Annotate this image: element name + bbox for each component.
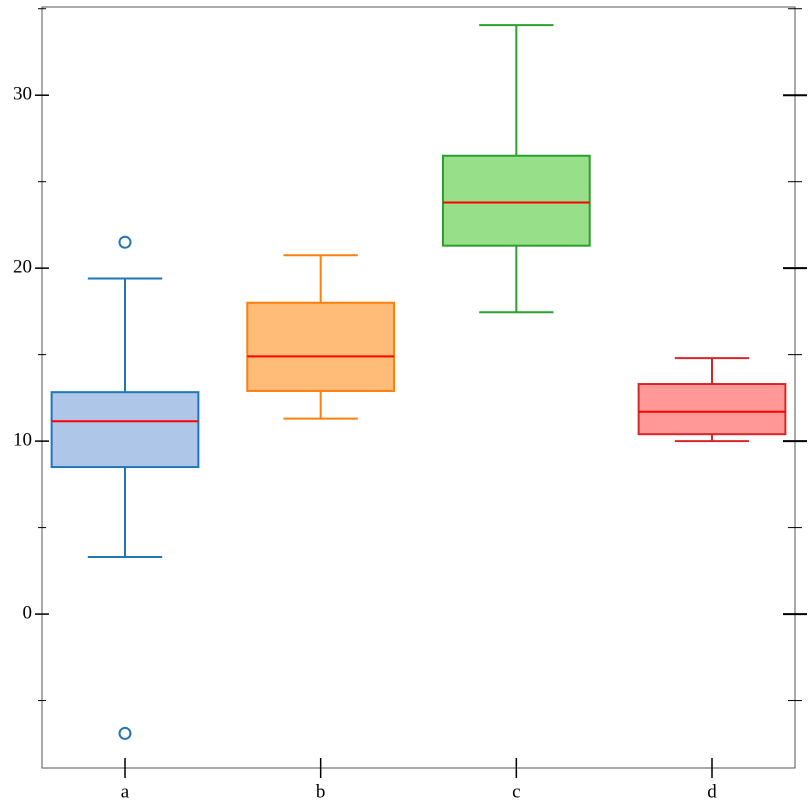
outlier bbox=[118, 726, 132, 740]
plot-frame bbox=[41, 6, 796, 769]
x-tick-label: d bbox=[707, 781, 717, 802]
x-tick-label: a bbox=[121, 781, 130, 802]
box bbox=[50, 391, 200, 469]
y-tick-label: 30 bbox=[13, 84, 32, 105]
box bbox=[637, 383, 787, 436]
box bbox=[441, 154, 591, 247]
outlier bbox=[118, 235, 132, 249]
x-tick-label: c bbox=[512, 781, 520, 802]
y-tick-label: 0 bbox=[23, 602, 33, 623]
y-tick-label: 20 bbox=[13, 257, 32, 278]
y-tick-label: 10 bbox=[13, 429, 32, 450]
box bbox=[246, 301, 396, 392]
x-tick-label: b bbox=[316, 781, 326, 802]
